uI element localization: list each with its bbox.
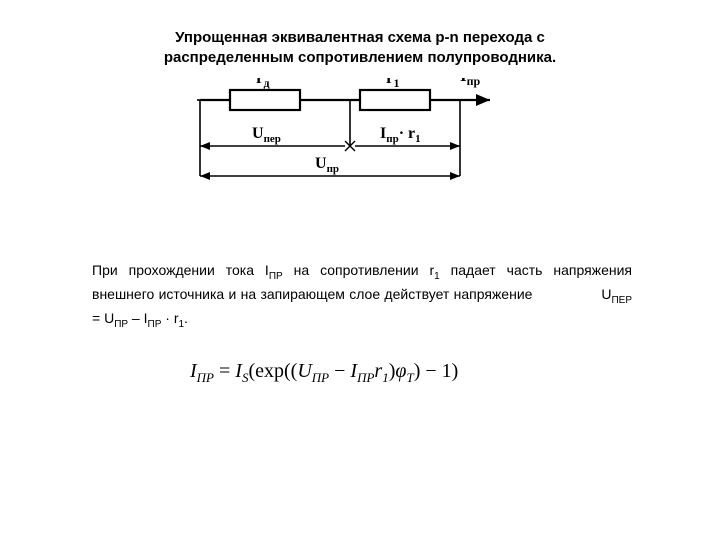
eq-sub: T <box>406 370 413 385</box>
formula-text: = U <box>92 310 114 326</box>
eq-var: U <box>297 360 311 382</box>
svg-text:Iпр: Iпр <box>460 78 481 88</box>
page-title: Упрощенная эквивалентная схема p-n перех… <box>130 28 590 69</box>
eq-var: φ <box>395 360 406 382</box>
formula-sub: ПЕР <box>611 295 632 306</box>
eq-sub: ПР <box>312 370 329 385</box>
formula-text: U <box>601 286 611 302</box>
eq-text: ) − 1) <box>414 360 459 382</box>
formula-text: . <box>184 310 188 326</box>
para-sub: ПР <box>269 271 283 282</box>
formula-sub: ПР <box>114 318 128 329</box>
formula-text: · r <box>161 310 178 326</box>
main-equation: IПР = IS(exp((UПР − IПРr1)φT) − 1) <box>190 360 458 386</box>
formula-sub: ПР <box>148 318 162 329</box>
svg-text:Uпр: Uпр <box>315 155 339 175</box>
formula-text: – I <box>128 310 147 326</box>
para-spacer <box>532 286 601 302</box>
body-paragraph: При прохождении тока IПР на сопротивлени… <box>92 260 632 331</box>
eq-op: = <box>214 360 235 382</box>
para-text: При прохождении тока I <box>92 262 269 278</box>
eq-sub: ПР <box>357 370 374 385</box>
eq-op: − <box>329 360 350 382</box>
svg-text:rд: rд <box>256 78 270 90</box>
eq-var: I <box>190 360 197 382</box>
circuit-diagram: rд r1 Iпр Uпер Iпр· r1 Uпр <box>190 78 500 223</box>
eq-var: I <box>235 360 242 382</box>
eq-sub: ПР <box>197 370 214 385</box>
svg-text:r1: r1 <box>386 78 400 90</box>
para-text: на сопротивлении r <box>283 262 434 278</box>
svg-text:Uпер: Uпер <box>252 125 281 145</box>
svg-text:Iпр· r1: Iпр· r1 <box>380 125 421 145</box>
eq-text: (exp(( <box>248 360 297 382</box>
